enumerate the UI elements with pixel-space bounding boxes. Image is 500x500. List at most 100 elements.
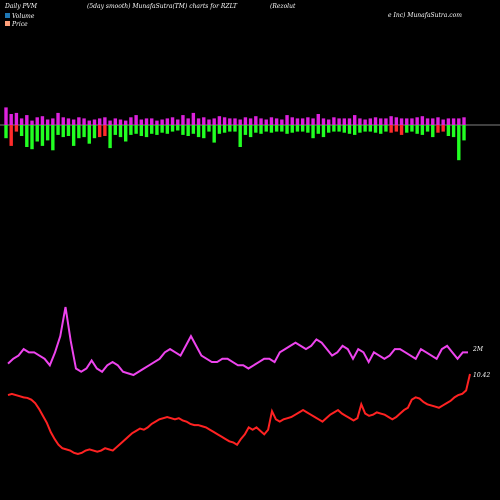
price-bar-down [399,125,404,135]
volume-bar-up [285,115,289,125]
volume-bar-up [233,118,237,125]
volume-bar-up [425,118,430,125]
volume-bar-up [144,118,149,125]
price-bar-down [405,125,409,133]
price-bar-down [118,125,123,138]
volume-bar-up [14,112,19,125]
price-bar-down [243,125,248,135]
legend-volume-label: Volume [12,13,35,20]
volume-bar-up [358,118,362,125]
price-bar-down [425,125,430,132]
volume-bar-up [441,119,445,125]
bars-group [4,107,466,161]
volume-bar-up [170,117,175,125]
price-bar-down [431,125,435,138]
price-bar-down [4,125,8,139]
legend-price-swatch [5,21,10,26]
volume-bar-up [326,119,331,125]
volume-bar-up [238,119,242,125]
volume-bar-up [321,118,326,125]
volume-bar-up [420,116,425,125]
price-bar-down [238,125,242,147]
price-bar-down [384,125,388,132]
price-bar-down [222,125,227,133]
price-bar-down [321,125,326,138]
price-bar-down [420,125,425,135]
price-bar-down [269,125,274,133]
price-bar-down [342,125,346,133]
volume-bar-up [97,118,102,125]
volume-bar-up [342,118,346,125]
legend-price-label: Price [11,21,28,28]
price-bar-down [368,125,373,132]
price-bar-down [217,125,222,134]
price-bar-down [170,125,175,132]
volume-bar-up [30,120,34,125]
volume-bar-up [384,118,388,125]
price-bar-down [160,125,164,133]
price-bar-down [129,125,133,135]
volume-bar-up [228,118,232,125]
price-bar-down [436,125,440,133]
volume-bar-up [35,117,39,125]
volume-line [7,306,468,377]
volume-bar-up [399,118,404,125]
price-bar-down [316,125,320,134]
volume-bar-up [202,117,206,125]
price-bar-down [196,125,201,138]
header-right: (Rezolut [270,3,296,10]
volume-bar-up [25,115,29,125]
volume-bar-up [274,118,279,125]
volume-bar-up [45,119,50,125]
volume-bar-up [363,119,367,125]
price-bar-down [446,125,451,136]
price-bar-down [19,125,24,136]
volume-bar-up [451,118,456,125]
header-mid: (5day smooth) MunafaSutra(TM) charts for… [87,3,238,10]
volume-bar-up [405,118,409,125]
price-bar-down [457,125,461,161]
price-bar-down [134,125,138,134]
price-bar-down [415,125,419,134]
volume-bar-up [436,117,440,125]
price-bar-down [191,125,196,134]
volume-bar-up [264,119,268,125]
volume-bar-up [415,117,419,125]
price-bar-down [347,125,352,134]
volume-bar-up [82,118,86,125]
volume-bar-up [176,119,180,125]
volume-bar-up [56,112,60,125]
volume-bar-up [389,116,393,125]
volume-bar-up [368,118,373,125]
price-bar-down [51,125,55,151]
volume-bar-up [66,118,71,125]
volume-bar-up [280,119,284,125]
price-bar-down [56,125,60,135]
volume-bar-up [269,117,274,125]
volume-bar-up [410,118,414,125]
price-bar-down [233,125,237,132]
volume-bar-up [243,117,248,125]
volume-bar-up [217,116,222,125]
price-bar-down [186,125,190,136]
volume-bar-up [353,115,357,125]
volume-bar-up [9,114,13,125]
price-bar-down [451,125,456,138]
price-bar-down [139,125,144,136]
price-bar-down [285,125,289,134]
price-bar-down [9,125,13,146]
price-bar-down [207,125,211,132]
volume-bar-up [306,117,310,125]
header-left: Daily PVM [4,3,38,10]
price-bar-down [212,125,216,143]
volume-bar-up [71,119,76,125]
price-bar-down [103,125,107,136]
price-bar-down [363,125,367,132]
price-line [7,373,471,456]
volume-bar-up [347,118,352,125]
price-bar-down [144,125,149,138]
price-bar-down [389,125,393,133]
price-bar-down [61,125,65,138]
volume-bar-up [248,118,253,125]
volume-bar-up [196,118,201,125]
